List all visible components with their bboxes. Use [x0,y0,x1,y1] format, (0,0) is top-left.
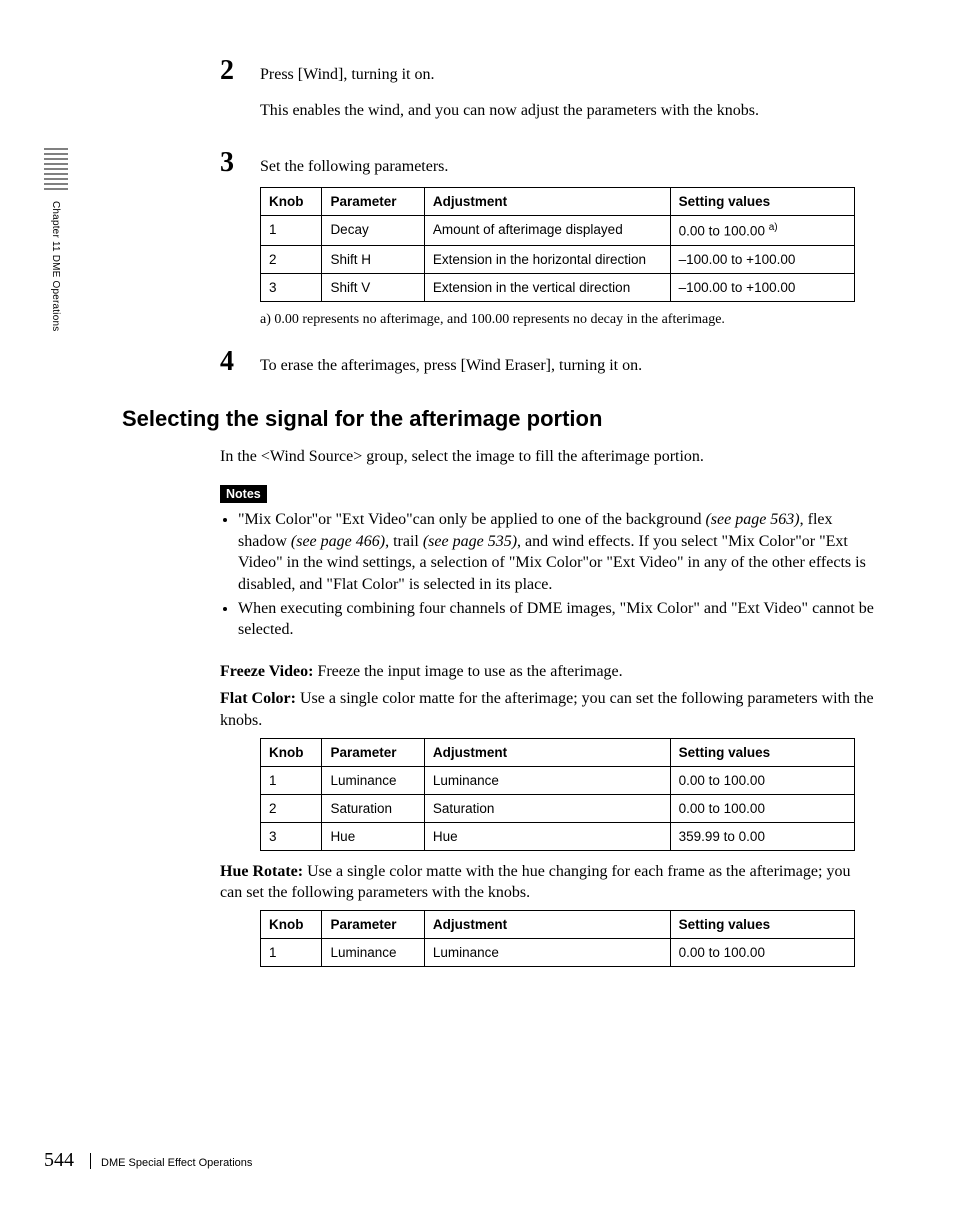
table-header-row: Knob Parameter Adjustment Setting values [261,910,855,938]
def-term: Flat Color: [220,690,300,707]
step-text: Set the following parameters. [260,158,448,175]
table-row: 2 Saturation Saturation 0.00 to 100.00 [261,794,855,822]
cell-param: Luminance [322,766,424,794]
def-term: Hue Rotate: [220,863,307,880]
cell-adj: Saturation [424,794,670,822]
notes-block: Notes "Mix Color"or "Ext Video"can only … [220,485,874,641]
cell-val: 0.00 to 100.00 [670,794,854,822]
def-body: Use a single color matte with the hue ch… [220,863,850,902]
def-body: Freeze the input image to use as the aft… [317,663,622,680]
table-row: 3 Hue Hue 359.99 to 0.00 [261,822,855,850]
table-row: 1 Decay Amount of afterimage displayed 0… [261,216,855,246]
cell-param: Shift H [322,245,424,273]
cell-adj: Luminance [424,938,670,966]
cell-val: 359.99 to 0.00 [670,822,854,850]
def-hue-rotate: Hue Rotate: Use a single color matte wit… [220,861,874,904]
cell-knob: 1 [261,766,322,794]
table-row: 1 Luminance Luminance 0.00 to 100.00 [261,766,855,794]
cell-knob: 3 [261,273,322,301]
cell-param: Decay [322,216,424,246]
footnote-marker: a) [769,222,778,233]
col-header-adjustment: Adjustment [424,910,670,938]
table-row: 2 Shift H Extension in the horizontal di… [261,245,855,273]
section-intro: In the <Wind Source> group, select the i… [220,446,874,468]
cell-knob: 2 [261,794,322,822]
cell-val-text: 0.00 to 100.00 [679,224,769,239]
notes-list: "Mix Color"or "Ext Video"can only be app… [238,509,874,641]
cell-knob: 3 [261,822,322,850]
section-title: Selecting the signal for the afterimage … [122,406,874,432]
cell-adj: Luminance [424,766,670,794]
col-header-adjustment: Adjustment [424,738,670,766]
col-header-parameter: Parameter [322,738,424,766]
table-row: 1 Luminance Luminance 0.00 to 100.00 [261,938,855,966]
step-text: Press [Wind], turning it on. [260,66,434,83]
note-text: , trail [385,533,423,550]
cell-knob: 2 [261,245,322,273]
note-text: "Mix Color"or "Ext Video"can only be app… [238,511,705,528]
table-header-row: Knob Parameter Adjustment Setting values [261,188,855,216]
cell-adj: Hue [424,822,670,850]
page-footer: 544 DME Special Effect Operations [44,1149,252,1172]
step-3: 3 Set the following parameters. [220,147,874,179]
cell-adj: Extension in the vertical direction [424,273,670,301]
cell-adj: Amount of afterimage displayed [424,216,670,246]
cell-val: –100.00 to +100.00 [670,273,854,301]
step-2: 2 Press [Wind], turning it on. This enab… [220,55,874,139]
footer-divider [90,1153,91,1169]
col-header-values: Setting values [670,188,854,216]
step-number: 3 [220,147,260,179]
col-header-knob: Knob [261,188,322,216]
step-number: 2 [220,55,260,87]
def-term: Freeze Video: [220,663,317,680]
cell-param: Saturation [322,794,424,822]
note-item: When executing combining four channels o… [238,598,874,641]
note-ref: (see page 535) [423,533,517,550]
cell-param: Hue [322,822,424,850]
cell-knob: 1 [261,216,322,246]
note-item: "Mix Color"or "Ext Video"can only be app… [238,509,874,595]
table-row: 3 Shift V Extension in the vertical dire… [261,273,855,301]
table-wind-parameters: Knob Parameter Adjustment Setting values… [260,187,855,302]
note-ref: (see page 466) [291,533,385,550]
col-header-knob: Knob [261,910,322,938]
def-body: Use a single color matte for the afterim… [220,690,874,729]
def-flat-color: Flat Color: Use a single color matte for… [220,688,874,731]
cell-param: Luminance [322,938,424,966]
def-freeze-video: Freeze Video: Freeze the input image to … [220,661,874,683]
table-flat-color-parameters: Knob Parameter Adjustment Setting values… [260,738,855,851]
table-hue-rotate-parameters: Knob Parameter Adjustment Setting values… [260,910,855,967]
step-number: 4 [220,346,260,378]
cell-param: Shift V [322,273,424,301]
cell-val: 0.00 to 100.00 [670,766,854,794]
col-header-adjustment: Adjustment [424,188,670,216]
footer-section-title: DME Special Effect Operations [101,1157,252,1169]
col-header-parameter: Parameter [322,188,424,216]
table-header-row: Knob Parameter Adjustment Setting values [261,738,855,766]
cell-knob: 1 [261,938,322,966]
col-header-values: Setting values [670,738,854,766]
col-header-knob: Knob [261,738,322,766]
step-text: To erase the afterimages, press [Wind Er… [260,357,642,374]
cell-val: 0.00 to 100.00 a) [670,216,854,246]
col-header-parameter: Parameter [322,910,424,938]
col-header-values: Setting values [670,910,854,938]
cell-val: 0.00 to 100.00 [670,938,854,966]
notes-label: Notes [220,485,267,503]
step-4: 4 To erase the afterimages, press [Wind … [220,346,874,378]
table-footnote: a) 0.00 represents no afterimage, and 10… [260,312,874,328]
note-ref: (see page 563) [705,511,799,528]
cell-adj: Extension in the horizontal direction [424,245,670,273]
page-number: 544 [44,1149,74,1172]
step-paragraph: This enables the wind, and you can now a… [260,100,874,122]
cell-val: –100.00 to +100.00 [670,245,854,273]
